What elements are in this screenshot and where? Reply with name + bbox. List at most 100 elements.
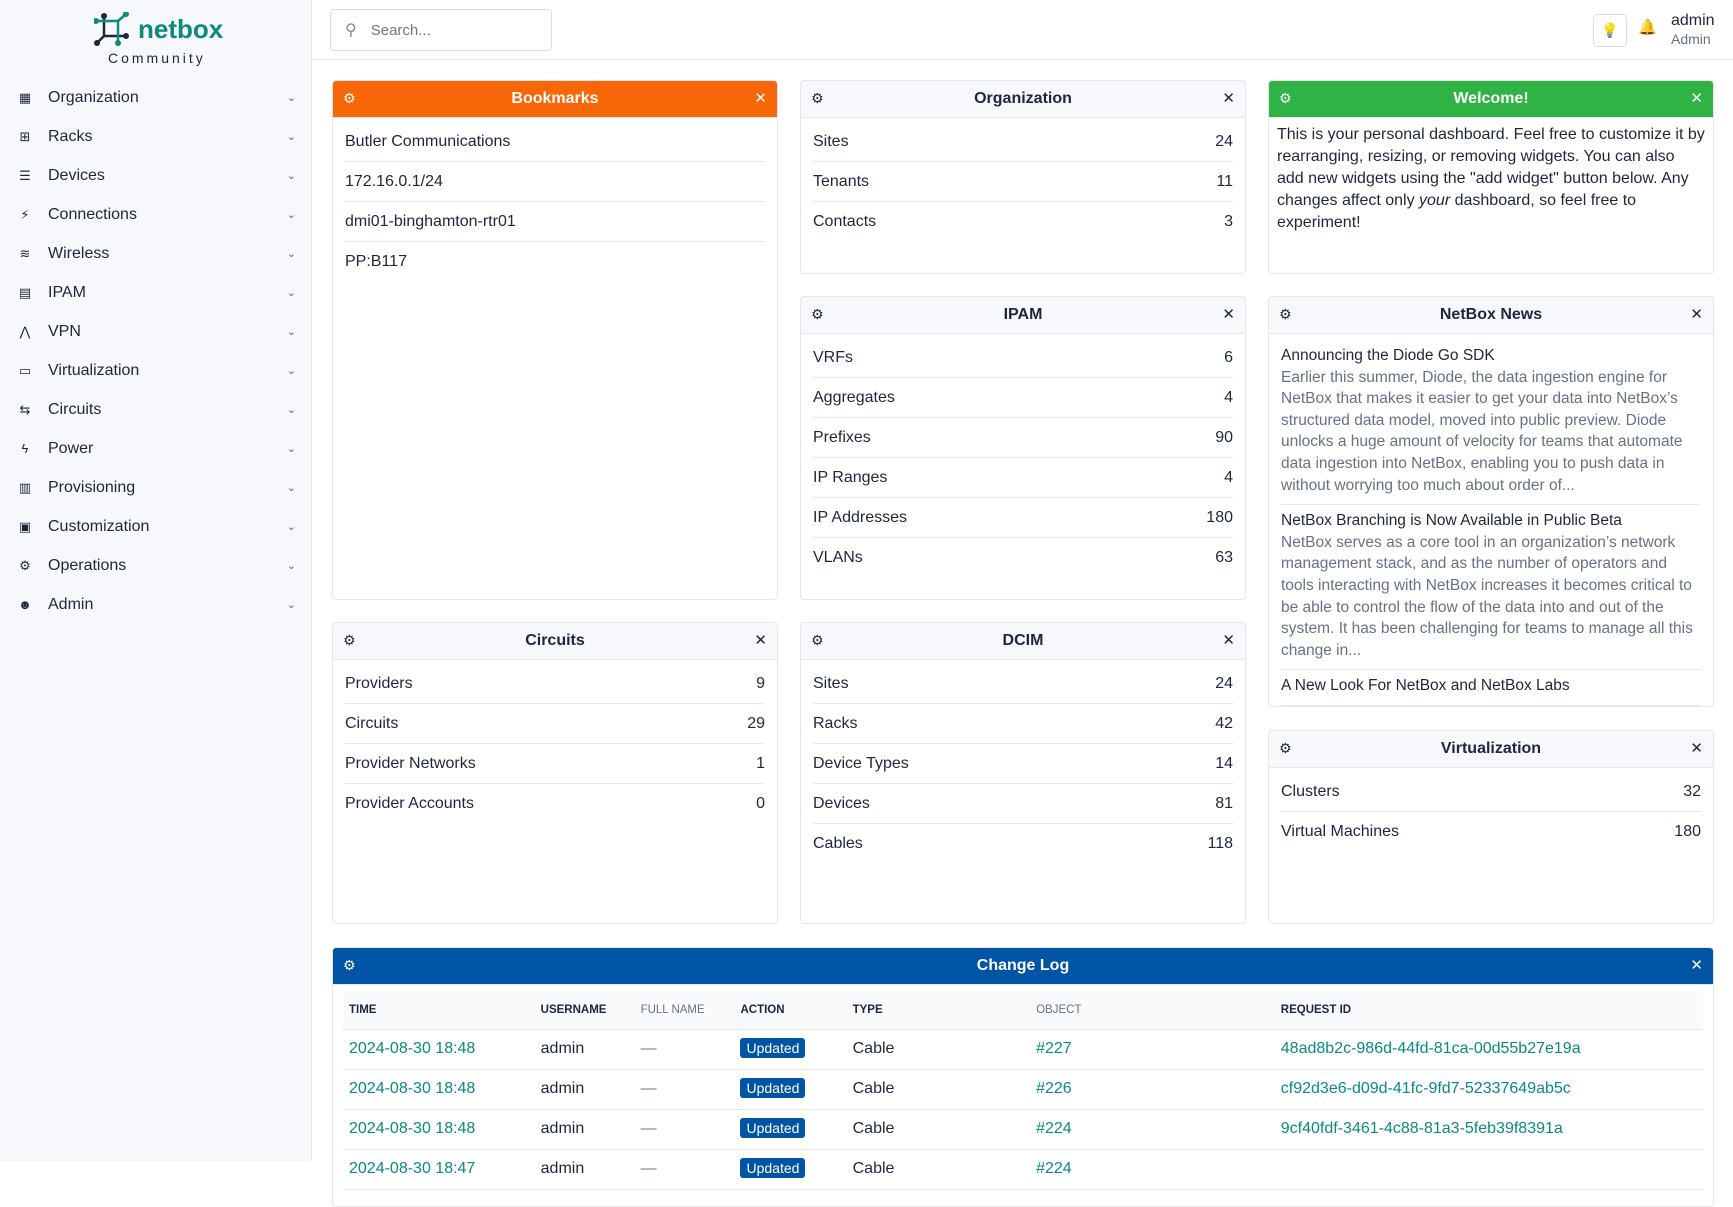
time-link[interactable]: 2024-08-30 18:47: [343, 1149, 535, 1190]
sidebar-item-devices[interactable]: ☰ Devices ⌄: [0, 156, 312, 195]
sidebar-item-wireless[interactable]: ≋ Wireless ⌄: [0, 234, 312, 273]
object-link[interactable]: #224: [1030, 1109, 1275, 1150]
stat-label[interactable]: Prefixes: [813, 428, 871, 446]
stat-label[interactable]: Circuits: [345, 714, 399, 732]
stat-label[interactable]: Devices: [813, 794, 870, 812]
stat-label[interactable]: IP Ranges: [813, 468, 888, 486]
sidebar-item-customization[interactable]: ▣ Customization ⌄: [0, 507, 312, 546]
news-item[interactable]: A New Look For NetBox and NetBox Labs: [1281, 670, 1701, 706]
bookmark-link[interactable]: Butler Communications: [345, 122, 765, 162]
stat-row[interactable]: Prefixes 90: [813, 418, 1233, 458]
notifications-bell-icon[interactable]: 🔔: [1638, 19, 1657, 36]
sidebar-item-power[interactable]: ϟ Power ⌄: [0, 429, 312, 468]
gear-icon[interactable]: ⚙: [811, 306, 824, 322]
stat-row[interactable]: Device Types 14: [813, 744, 1233, 784]
widget-header[interactable]: ⚙ NetBox News ✕: [1269, 297, 1713, 334]
widget-header[interactable]: ⚙ Welcome! ✕: [1269, 81, 1713, 118]
column-header[interactable]: ACTION: [734, 991, 847, 1030]
stat-label[interactable]: Providers: [345, 674, 413, 692]
stat-label[interactable]: Racks: [813, 714, 858, 732]
stat-row[interactable]: IP Addresses 180: [813, 498, 1233, 538]
stat-row[interactable]: Tenants 11: [813, 162, 1233, 202]
stat-row[interactable]: Aggregates 4: [813, 378, 1233, 418]
bookmark-link[interactable]: 172.16.0.1/24: [345, 162, 765, 202]
stat-row[interactable]: Provider Networks 1: [345, 744, 765, 784]
search-box[interactable]: ⚲: [330, 9, 552, 51]
stat-row[interactable]: Cables 118: [813, 824, 1233, 864]
gear-icon[interactable]: ⚙: [1279, 306, 1292, 322]
stat-row[interactable]: Clusters 32: [1281, 772, 1701, 812]
gear-icon[interactable]: ⚙: [811, 632, 824, 648]
bookmark-link[interactable]: dmi01-binghamton-rtr01: [345, 202, 765, 242]
user-menu[interactable]: admin Admin: [1671, 12, 1715, 48]
column-header[interactable]: TIME: [343, 991, 535, 1030]
stat-row[interactable]: Sites 24: [813, 122, 1233, 162]
column-header[interactable]: USERNAME: [534, 991, 635, 1030]
stat-label[interactable]: Cables: [813, 835, 863, 852]
stat-row[interactable]: VRFs 6: [813, 338, 1233, 378]
stat-label[interactable]: VLANs: [813, 549, 863, 566]
close-icon[interactable]: ✕: [1222, 90, 1235, 107]
bookmark-label[interactable]: 172.16.0.1/24: [345, 172, 443, 190]
stat-label[interactable]: Sites: [813, 674, 849, 692]
stat-label[interactable]: Virtual Machines: [1281, 823, 1399, 840]
bookmark-label[interactable]: PP:B117: [345, 253, 407, 270]
object-link[interactable]: #224: [1030, 1149, 1275, 1190]
stat-label[interactable]: Clusters: [1281, 782, 1340, 800]
widget-header[interactable]: ⚙ IPAM ✕: [801, 297, 1245, 334]
sidebar-item-virtualization[interactable]: ▭ Virtualization ⌄: [0, 351, 312, 390]
sidebar-item-admin[interactable]: ☻ Admin ⌄: [0, 585, 312, 624]
close-icon[interactable]: ✕: [754, 90, 767, 107]
sidebar-item-operations[interactable]: ⚙ Operations ⌄: [0, 546, 312, 585]
time-link[interactable]: 2024-08-30 18:48: [343, 1109, 535, 1150]
bookmark-label[interactable]: dmi01-binghamton-rtr01: [345, 212, 516, 230]
widget-header[interactable]: ⚙ Circuits ✕: [333, 623, 777, 660]
request-id-link[interactable]: 48ad8b2c-986d-44fd-81ca-00d55b27e19a: [1274, 1029, 1703, 1070]
column-header[interactable]: REQUEST ID: [1274, 991, 1703, 1030]
netbox-logo[interactable]: netbox Community: [94, 12, 224, 72]
stat-row[interactable]: Sites 24: [813, 664, 1233, 704]
close-icon[interactable]: ✕: [754, 632, 767, 649]
stat-label[interactable]: IP Addresses: [813, 508, 907, 526]
close-icon[interactable]: ✕: [1690, 957, 1703, 974]
stat-row[interactable]: Devices 81: [813, 784, 1233, 824]
sidebar-item-organization[interactable]: ▦ Organization ⌄: [0, 78, 312, 117]
stat-label[interactable]: Sites: [813, 132, 849, 150]
stat-row[interactable]: Circuits 29: [345, 704, 765, 744]
close-icon[interactable]: ✕: [1690, 740, 1703, 757]
close-icon[interactable]: ✕: [1222, 306, 1235, 323]
sidebar-item-racks[interactable]: ⊞ Racks ⌄: [0, 117, 312, 156]
gear-icon[interactable]: ⚙: [343, 90, 356, 106]
stat-label[interactable]: Provider Networks: [345, 754, 476, 772]
stat-row[interactable]: IP Ranges 4: [813, 458, 1233, 498]
bookmark-label[interactable]: Butler Communications: [345, 132, 511, 150]
sidebar-item-ipam[interactable]: ▤ IPAM ⌄: [0, 273, 312, 312]
request-id-link[interactable]: 9cf40fdf-3461-4c88-81a3-5feb39f8391a: [1274, 1109, 1703, 1150]
object-link[interactable]: #226: [1030, 1069, 1275, 1110]
request-id-link[interactable]: cf92d3e6-d09d-41fc-9fd7-52337649ab5c: [1274, 1069, 1703, 1110]
stat-label[interactable]: Aggregates: [813, 388, 895, 406]
sidebar-item-vpn[interactable]: ⋀ VPN ⌄: [0, 312, 312, 351]
close-icon[interactable]: ✕: [1690, 90, 1703, 107]
gear-icon[interactable]: ⚙: [1279, 90, 1292, 106]
gear-icon[interactable]: ⚙: [1279, 740, 1292, 756]
sidebar-item-connections[interactable]: ⚡ Connections ⌄: [0, 195, 312, 234]
column-header[interactable]: TYPE: [846, 991, 1031, 1030]
stat-row[interactable]: Providers 9: [345, 664, 765, 704]
news-title[interactable]: NetBox Branching is Now Available in Pub…: [1281, 512, 1622, 530]
close-icon[interactable]: ✕: [1222, 632, 1235, 649]
stat-row[interactable]: Racks 42: [813, 704, 1233, 744]
theme-toggle-button[interactable]: 💡: [1593, 14, 1627, 47]
time-link[interactable]: 2024-08-30 18:48: [343, 1029, 535, 1070]
widget-header[interactable]: ⚙ Virtualization ✕: [1269, 731, 1713, 768]
stat-label[interactable]: Device Types: [813, 754, 909, 772]
news-title[interactable]: Announcing the Diode Go SDK: [1281, 347, 1495, 364]
stat-row[interactable]: Provider Accounts 0: [345, 784, 765, 824]
widget-header[interactable]: ⚙ Bookmarks ✕: [333, 81, 777, 118]
stat-row[interactable]: VLANs 63: [813, 538, 1233, 578]
sidebar-item-circuits[interactable]: ⇆ Circuits ⌄: [0, 390, 312, 429]
news-title[interactable]: A New Look For NetBox and NetBox Labs: [1281, 677, 1570, 695]
gear-icon[interactable]: ⚙: [811, 90, 824, 106]
news-item[interactable]: Announcing the Diode Go SDK Earlier this …: [1281, 340, 1701, 506]
column-header[interactable]: OBJECT: [1030, 991, 1275, 1030]
